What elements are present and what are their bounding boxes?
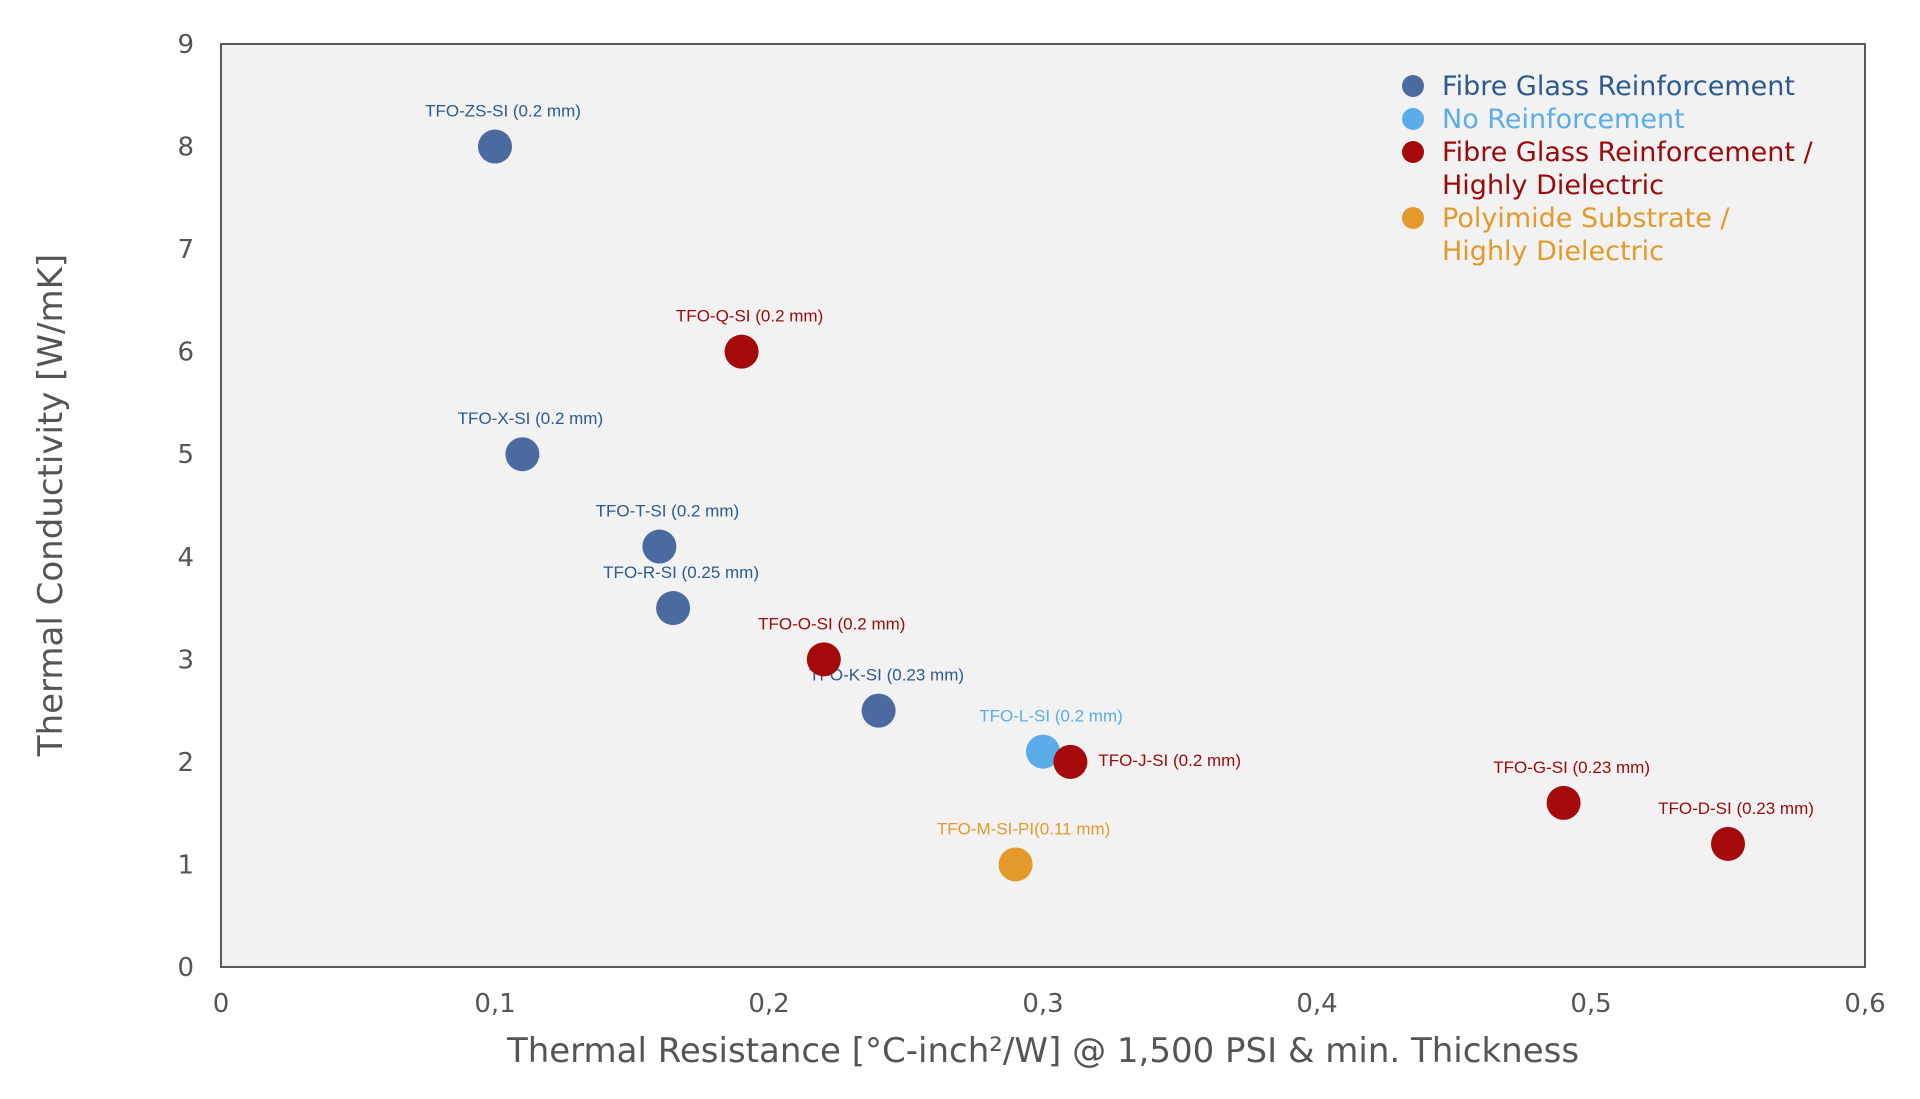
data-point-label: TFO-T-SI (0.2 mm) (596, 502, 740, 521)
data-point-label: TFO-J-SI (0.2 mm) (1098, 751, 1241, 770)
x-axis-title: Thermal Resistance [°C-inch²/W] @ 1,500 … (506, 1031, 1579, 1071)
legend-marker (1402, 108, 1424, 130)
legend-entry: Highly Dielectric (1442, 236, 1664, 267)
data-point-label: TFO-K-SI (0.23 mm) (809, 666, 964, 685)
x-tick-label: 0,3 (1022, 989, 1063, 1019)
y-tick-label: 6 (177, 338, 194, 368)
plot-area (220, 43, 1866, 968)
data-point (806, 642, 841, 677)
data-point (861, 693, 896, 728)
x-tick-label: 0,2 (748, 989, 789, 1019)
y-tick-label: 3 (177, 645, 194, 675)
x-tick-label: 0,4 (1296, 989, 1337, 1019)
data-point-label: TFO-Q-SI (0.2 mm) (676, 307, 823, 326)
legend-marker (1402, 75, 1424, 97)
data-point (1026, 734, 1060, 769)
legend-entry: Polyimide Substrate / (1442, 203, 1730, 234)
data-point (1711, 826, 1745, 861)
y-tick-label: 1 (177, 850, 194, 880)
data-point-label: TFO-O-SI (0.2 mm) (758, 614, 905, 633)
data-point-label: TFO-ZS-SI (0.2 mm) (425, 102, 581, 121)
x-tick-label: 0 (213, 989, 230, 1019)
y-axis-title: Thermal Conductivity [W/mK] (31, 254, 71, 757)
y-tick-label: 5 (177, 440, 194, 470)
data-point (998, 847, 1033, 882)
legend-entry: Highly Dielectric (1442, 170, 1664, 201)
legend-entry: No Reinforcement (1442, 104, 1685, 135)
data-point-label: TFO-G-SI (0.23 mm) (1493, 758, 1650, 777)
y-tick-label: 8 (177, 133, 194, 163)
data-point-label: TFO-L-SI (0.2 mm) (979, 707, 1123, 726)
data-point (505, 437, 540, 472)
legend-entry: Fibre Glass Reinforcement (1442, 71, 1795, 102)
x-tick-label: 0,6 (1844, 989, 1885, 1019)
data-point (642, 529, 677, 564)
data-point (656, 591, 691, 626)
legend-marker (1402, 141, 1424, 163)
data-point-label: TFO-R-SI (0.25 mm) (603, 563, 759, 582)
x-axis-ticks: 0 0,1 0,2 0,3 0,4 0,5 0,6 (213, 989, 1886, 1019)
data-points: TFO-ZS-SI (0.2 mm) TFO-X-SI (0.2 mm) TFO-T… (425, 102, 1814, 882)
data-point-label: TFO-X-SI (0.2 mm) (458, 409, 603, 428)
data-point (724, 334, 759, 369)
x-tick-label: 0,1 (474, 989, 515, 1019)
legend-marker (1402, 207, 1424, 229)
y-tick-label: 7 (177, 235, 194, 265)
data-point (1053, 744, 1088, 779)
y-tick-label: 4 (177, 543, 194, 573)
y-tick-label: 9 (177, 30, 194, 60)
y-tick-label: 2 (177, 748, 194, 778)
data-point (1546, 785, 1581, 820)
y-tick-label: 0 (177, 953, 194, 983)
data-point (478, 129, 512, 164)
y-axis-ticks: 0 1 2 3 4 5 6 7 8 9 (177, 30, 194, 983)
x-tick-label: 0,5 (1570, 989, 1611, 1019)
data-point-label: TFO-M-SI-PI(0.11 mm) (937, 819, 1110, 838)
legend-entry: Fibre Glass Reinforcement / (1442, 137, 1814, 168)
data-point-label: TFO-D-SI (0.23 mm) (1658, 799, 1814, 818)
